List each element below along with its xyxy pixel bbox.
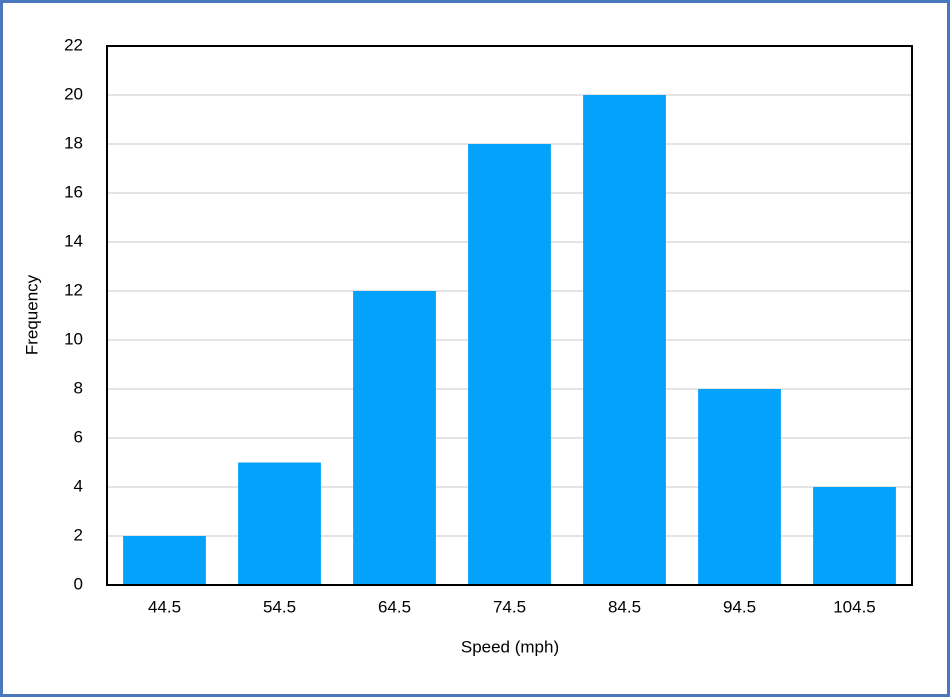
y-tick-label: 2 [74, 525, 83, 544]
y-tick-label: 18 [64, 133, 83, 152]
x-tick-label: 74.5 [493, 597, 526, 616]
y-tick-label: 4 [74, 476, 83, 495]
y-tick-label: 16 [64, 182, 83, 201]
y-tick-label: 0 [74, 574, 83, 593]
x-tick-label: 64.5 [378, 597, 411, 616]
bar [238, 462, 321, 585]
plot-frame [106, 45, 913, 586]
bar [583, 95, 666, 585]
bar [813, 487, 896, 585]
y-tick-label: 6 [74, 427, 83, 446]
x-tick-label: 44.5 [148, 597, 181, 616]
y-axis-label: Frequency [22, 274, 41, 355]
y-tick-label: 8 [74, 378, 83, 397]
x-tick-label: 94.5 [723, 597, 756, 616]
x-tick-label: 104.5 [833, 597, 876, 616]
y-tick-label: 20 [64, 84, 83, 103]
y-tick-label: 22 [64, 35, 83, 54]
y-tick-label: 10 [64, 329, 83, 348]
x-tick-label: 84.5 [608, 597, 641, 616]
x-tick-label: 54.5 [263, 597, 296, 616]
x-axis-label: Speed (mph) [461, 637, 559, 656]
y-tick-label: 12 [64, 280, 83, 299]
bar [698, 389, 781, 585]
bar [123, 536, 206, 585]
bar [468, 144, 551, 585]
bar [353, 291, 436, 585]
y-tick-label: 14 [64, 231, 83, 250]
